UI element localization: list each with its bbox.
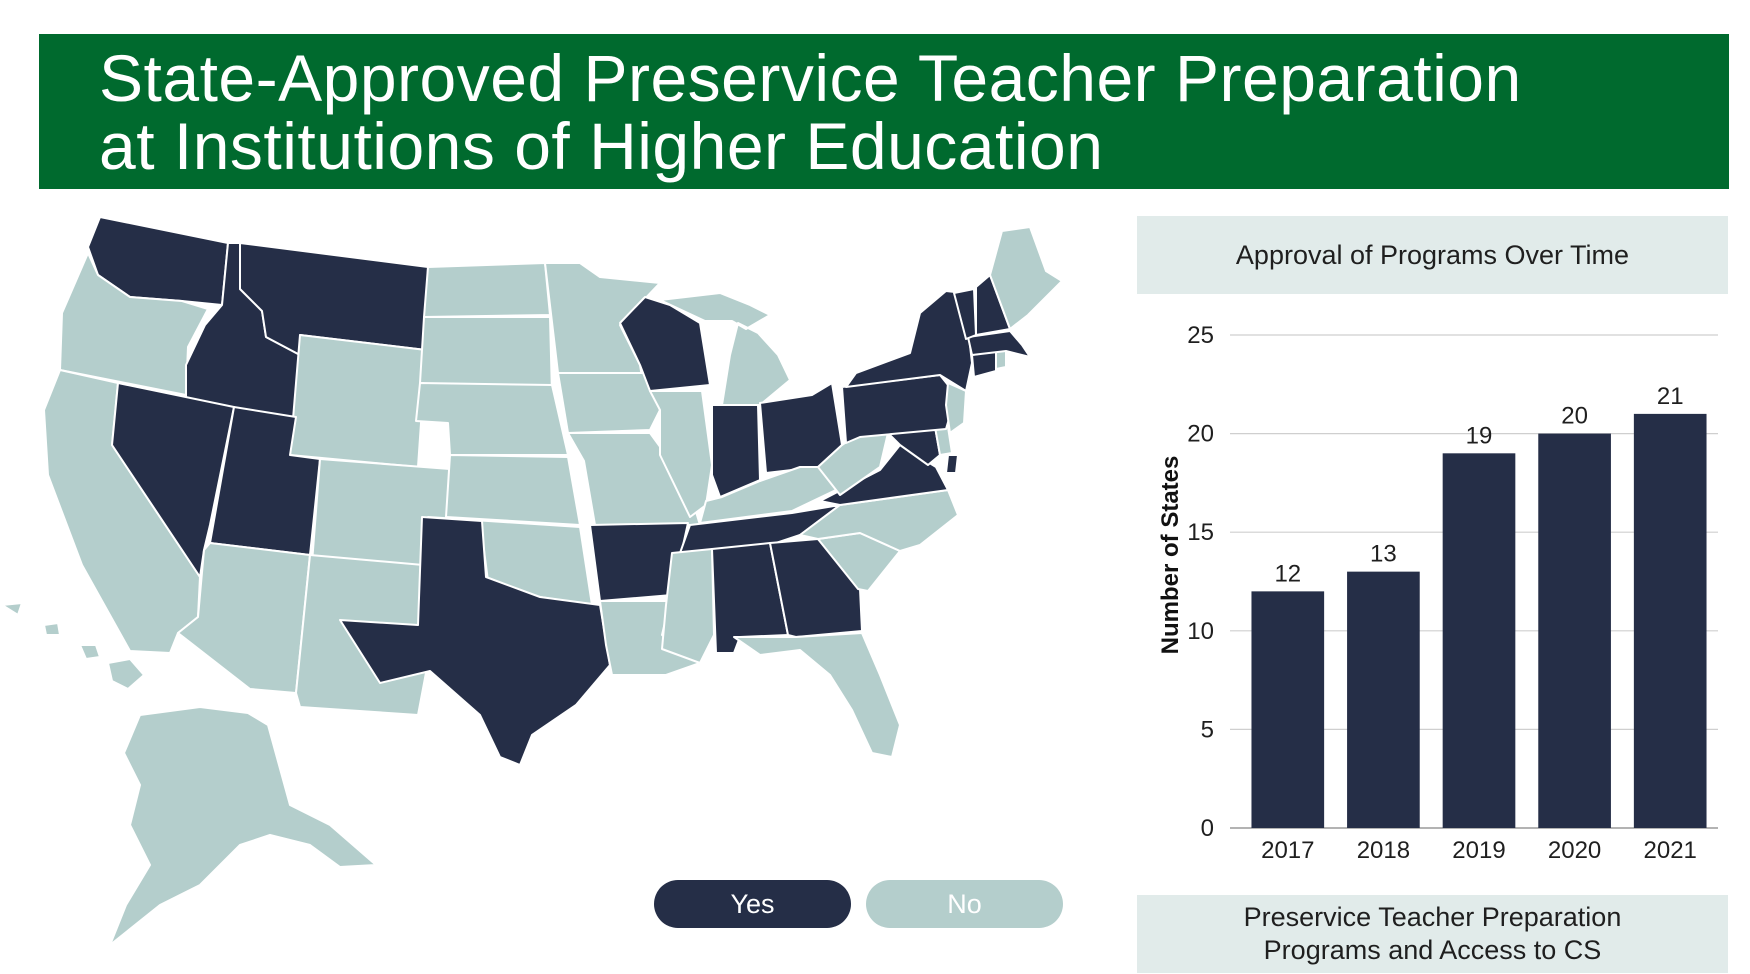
- bar-2018: [1347, 571, 1420, 828]
- state-va: [819, 444, 949, 506]
- state-ma: [967, 330, 1031, 358]
- state-mi: [659, 292, 791, 406]
- y-tick-label: 20: [1187, 421, 1214, 448]
- state-ne: [415, 382, 569, 456]
- bar-chart-svg: Number of States 0 5 10 15 20 25 12 2017 13 2018…: [1157, 322, 1718, 864]
- legend-yes: Yes: [654, 880, 851, 928]
- bar-2019: [1442, 453, 1516, 828]
- y-tick-label: 10: [1187, 618, 1214, 645]
- state-me: [989, 226, 1063, 330]
- y-tick-label: 0: [1201, 815, 1214, 842]
- x-tick-label: 2017: [1261, 837, 1314, 860]
- state-ny: [845, 290, 973, 392]
- state-or: [59, 252, 209, 396]
- y-tick-label: 15: [1187, 519, 1214, 546]
- y-tick-label: 5: [1201, 716, 1214, 743]
- x-tick-label: 2021: [1644, 837, 1697, 860]
- title-banner: State-Approved Preservice Teacher Prepar…: [39, 34, 1729, 189]
- title-line-2: at Institutions of Higher Education: [99, 109, 1104, 183]
- bar-2020: [1538, 433, 1611, 828]
- bar-2021: [1633, 413, 1707, 828]
- bar-value-label: 19: [1466, 422, 1493, 449]
- state-wi: [619, 296, 711, 392]
- state-ak: [109, 706, 377, 946]
- bar-value-label: 13: [1370, 541, 1397, 568]
- state-ks: [445, 454, 581, 526]
- x-tick-label: 2020: [1548, 837, 1601, 860]
- bar-chart: Number of States 0 5 10 15 20 25 12 2017 13 2018…: [1130, 300, 1740, 864]
- caption-line-2: Programs and Access to CS: [1263, 935, 1602, 965]
- state-dc: [945, 454, 959, 474]
- state-hi: [1, 602, 145, 690]
- state-il: [649, 390, 713, 518]
- legend-no: No: [866, 880, 1063, 928]
- state-wy: [289, 334, 427, 468]
- chart-title: Approval of Programs Over Time: [1137, 216, 1728, 294]
- state-tx: [339, 516, 611, 766]
- state-ms: [661, 548, 715, 664]
- state-nd: [423, 262, 551, 318]
- state-nj: [945, 382, 967, 434]
- y-tick-label: 25: [1187, 322, 1214, 349]
- state-ri: [995, 350, 1007, 370]
- y-axis-title: Number of States: [1157, 456, 1184, 655]
- caption: Preservice Teacher Preparation Programs …: [1137, 895, 1728, 973]
- x-tick-label: 2018: [1357, 837, 1410, 860]
- bar-value-label: 12: [1274, 560, 1301, 587]
- us-map: [0, 205, 1090, 965]
- caption-line-1: Preservice Teacher Preparation: [1243, 902, 1622, 932]
- state-ia: [557, 372, 661, 434]
- bar-value-label: 20: [1561, 403, 1588, 430]
- bar-value-label: 21: [1657, 383, 1684, 410]
- title-line-1: State-Approved Preservice Teacher Prepar…: [99, 41, 1522, 115]
- bar-2017: [1251, 591, 1325, 828]
- state-fa: [733, 632, 901, 758]
- us-map-svg: [1, 216, 1063, 946]
- x-tick-label: 2019: [1452, 837, 1505, 860]
